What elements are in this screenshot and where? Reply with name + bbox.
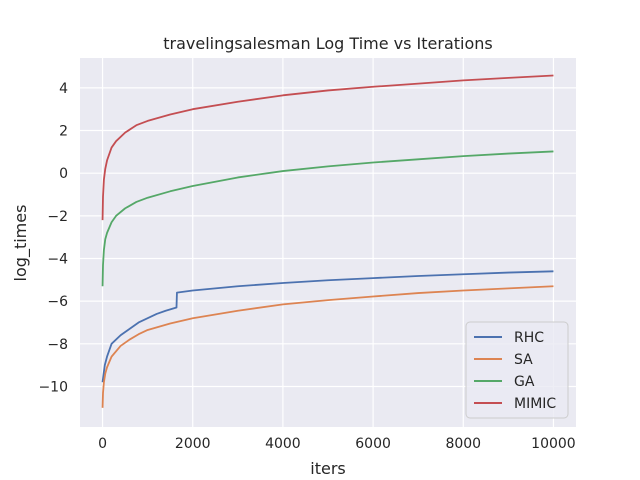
y-tick-label: −10	[38, 379, 68, 395]
series-lines	[101, 74, 554, 408]
grid-lines	[80, 58, 576, 427]
y-axis-ticks: −10 −8 −6 −4 −2 0 2 4	[38, 81, 68, 396]
y-tick-label: 4	[59, 81, 68, 97]
y-tick-label: 2	[59, 124, 68, 140]
y-tick-label: −2	[47, 209, 68, 225]
legend-label-ga: GA	[514, 374, 535, 390]
x-axis-ticks: 0 2000 4000 6000 8000 10000	[98, 436, 576, 452]
legend: RHC SA GA MIMIC	[465, 321, 569, 419]
legend-box	[465, 321, 569, 419]
y-axis-label: log_times	[11, 205, 31, 282]
legend-label-sa: SA	[514, 352, 533, 368]
chart-title: travelingsalesman Log Time vs Iterations	[163, 34, 493, 53]
y-tick-label: −6	[47, 294, 68, 310]
x-tick-label: 6000	[355, 436, 391, 452]
y-tick-label: −8	[47, 337, 68, 353]
series-line-mimic	[101, 74, 554, 221]
y-tick-label: 0	[59, 166, 68, 182]
x-axis-label: iters	[310, 459, 345, 478]
x-tick-label: 2000	[175, 436, 211, 452]
legend-label-rhc: RHC	[514, 330, 544, 346]
series-line-ga	[101, 150, 554, 287]
x-tick-label: 4000	[265, 436, 301, 452]
y-tick-label: −4	[47, 251, 68, 267]
series-line-sa	[101, 285, 554, 408]
x-tick-label: 10000	[531, 436, 576, 452]
legend-label-mimic: MIMIC	[514, 396, 556, 412]
x-tick-label: 8000	[445, 436, 481, 452]
series-line-rhc	[101, 270, 554, 383]
x-tick-label: 0	[98, 436, 107, 452]
